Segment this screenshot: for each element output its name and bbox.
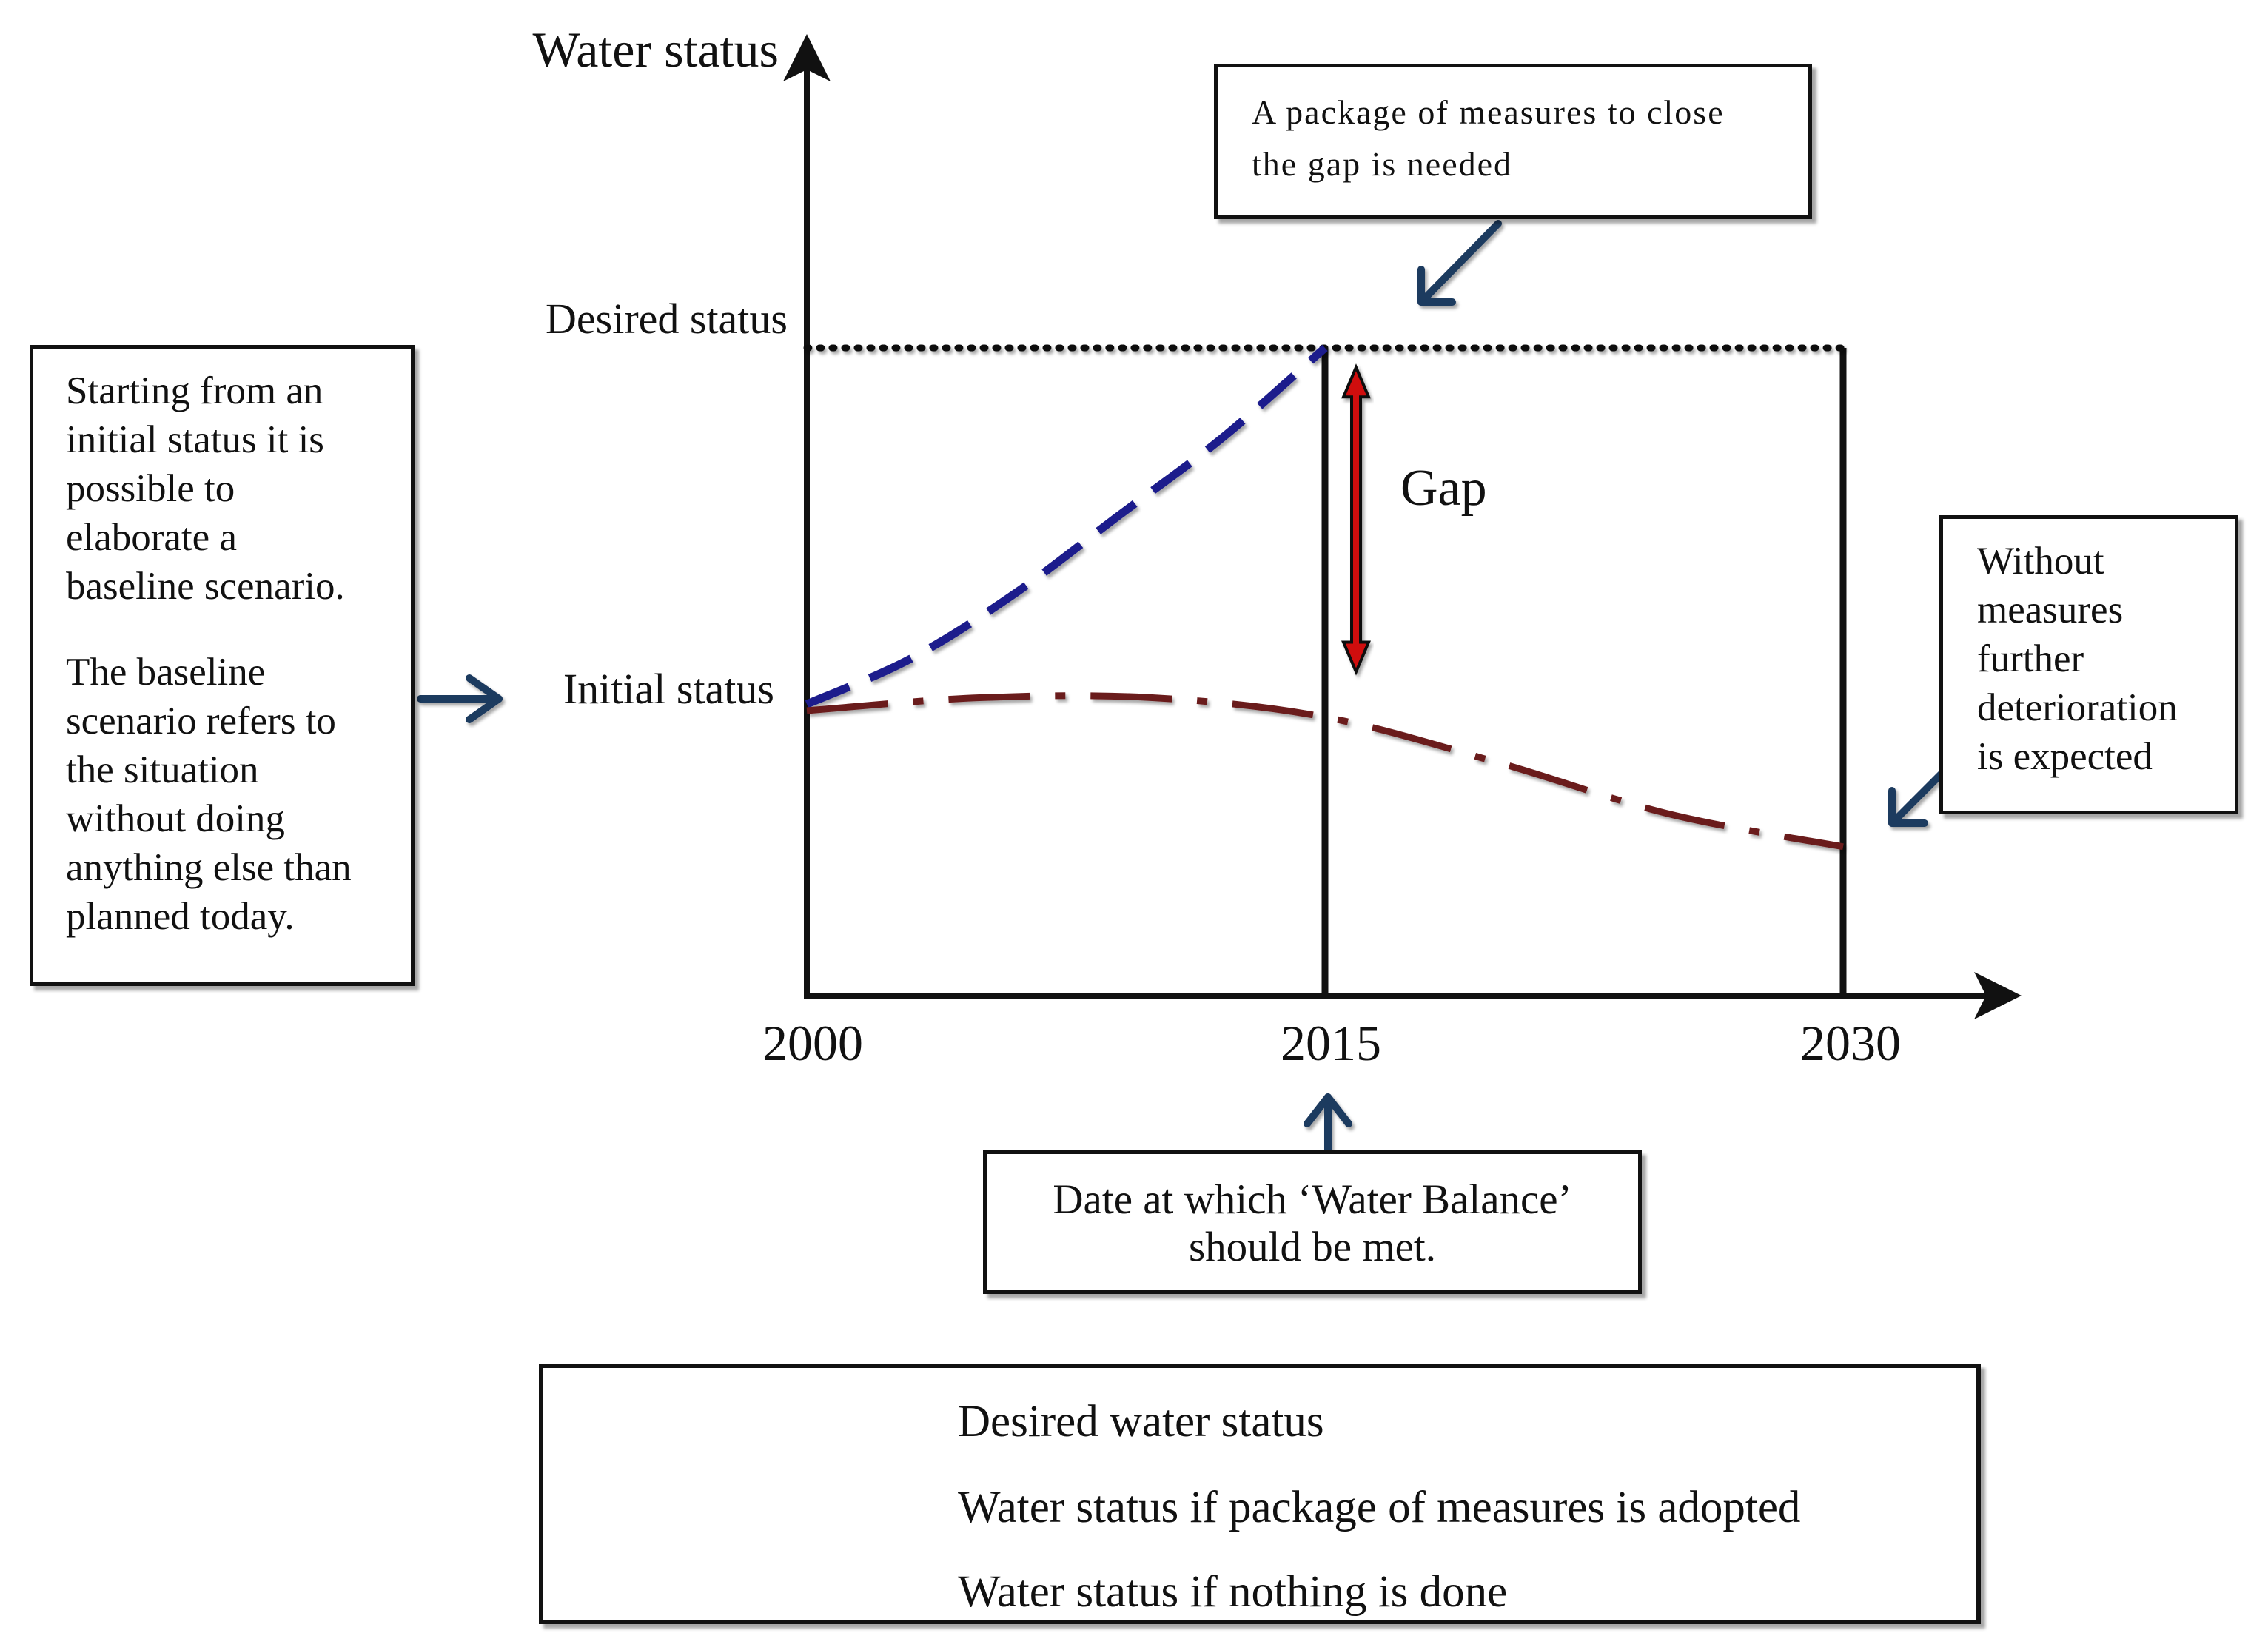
baseline-line: elaborate a [66, 516, 237, 559]
baseline-line: The baseline [66, 651, 266, 694]
deterioration-line: deterioration [1977, 686, 2178, 729]
legend-label-nothing: Water status if nothing is done [958, 1567, 1508, 1617]
deterioration-line: further [1977, 637, 2084, 680]
arrow-left-to-initial [417, 674, 503, 723]
deterioration-line: is expected [1977, 735, 2153, 778]
water-balance-line: should be met. [1188, 1224, 1437, 1270]
water-balance-date-box: Date at which ‘Water Balance’ should be … [983, 1150, 1642, 1294]
gap-arrow-shape [1341, 363, 1372, 676]
x-tick-2000: 2000 [762, 1015, 863, 1071]
x-tick-2015: 2015 [1281, 1015, 1381, 1071]
gap-label: Gap [1400, 460, 1487, 517]
y-level-desired: Desired status [546, 295, 788, 343]
deterioration-line: Without [1977, 540, 2104, 583]
axes [783, 34, 2022, 1019]
gap-double-arrow [1341, 363, 1372, 676]
baseline-line: the situation [66, 748, 259, 791]
series-group [803, 344, 1847, 851]
y-level-initial: Initial status [563, 665, 774, 713]
baseline-line: Starting from an [66, 369, 323, 412]
arrow-top-to-gap [1418, 220, 1502, 306]
baseline-line: possible to [66, 467, 235, 510]
deterioration-line: measures [1977, 589, 2124, 631]
series-nothing-done [806, 692, 1844, 851]
baseline-line: initial status it is [66, 418, 324, 461]
measures-line: A package of measures to close [1252, 93, 1725, 131]
measures-needed-box: A package of measures to close the gap i… [1214, 64, 1812, 219]
x-tick-2030: 2030 [1800, 1015, 1901, 1071]
baseline-line: anything else than [66, 846, 352, 889]
y-axis-title: Water status [532, 21, 779, 78]
baseline-line: planned today. [66, 895, 295, 938]
baseline-line: without doing [66, 797, 285, 840]
series-measures-adopted [805, 344, 1328, 708]
legend: Desired water status Water status if pac… [539, 1364, 1981, 1624]
water-balance-line: Date at which ‘Water Balance’ [1053, 1176, 1572, 1223]
deterioration-box: Without measures further deterioration i… [1939, 515, 2238, 814]
legend-label-measures: Water status if package of measures is a… [958, 1483, 1801, 1532]
baseline-explanation-box: Starting from an initial status it is po… [30, 345, 415, 986]
baseline-line: scenario refers to [66, 700, 336, 742]
legend-label-desired: Desired water status [958, 1397, 1324, 1446]
baseline-line: baseline scenario. [66, 565, 345, 608]
measures-line: the gap is needed [1252, 145, 1513, 183]
